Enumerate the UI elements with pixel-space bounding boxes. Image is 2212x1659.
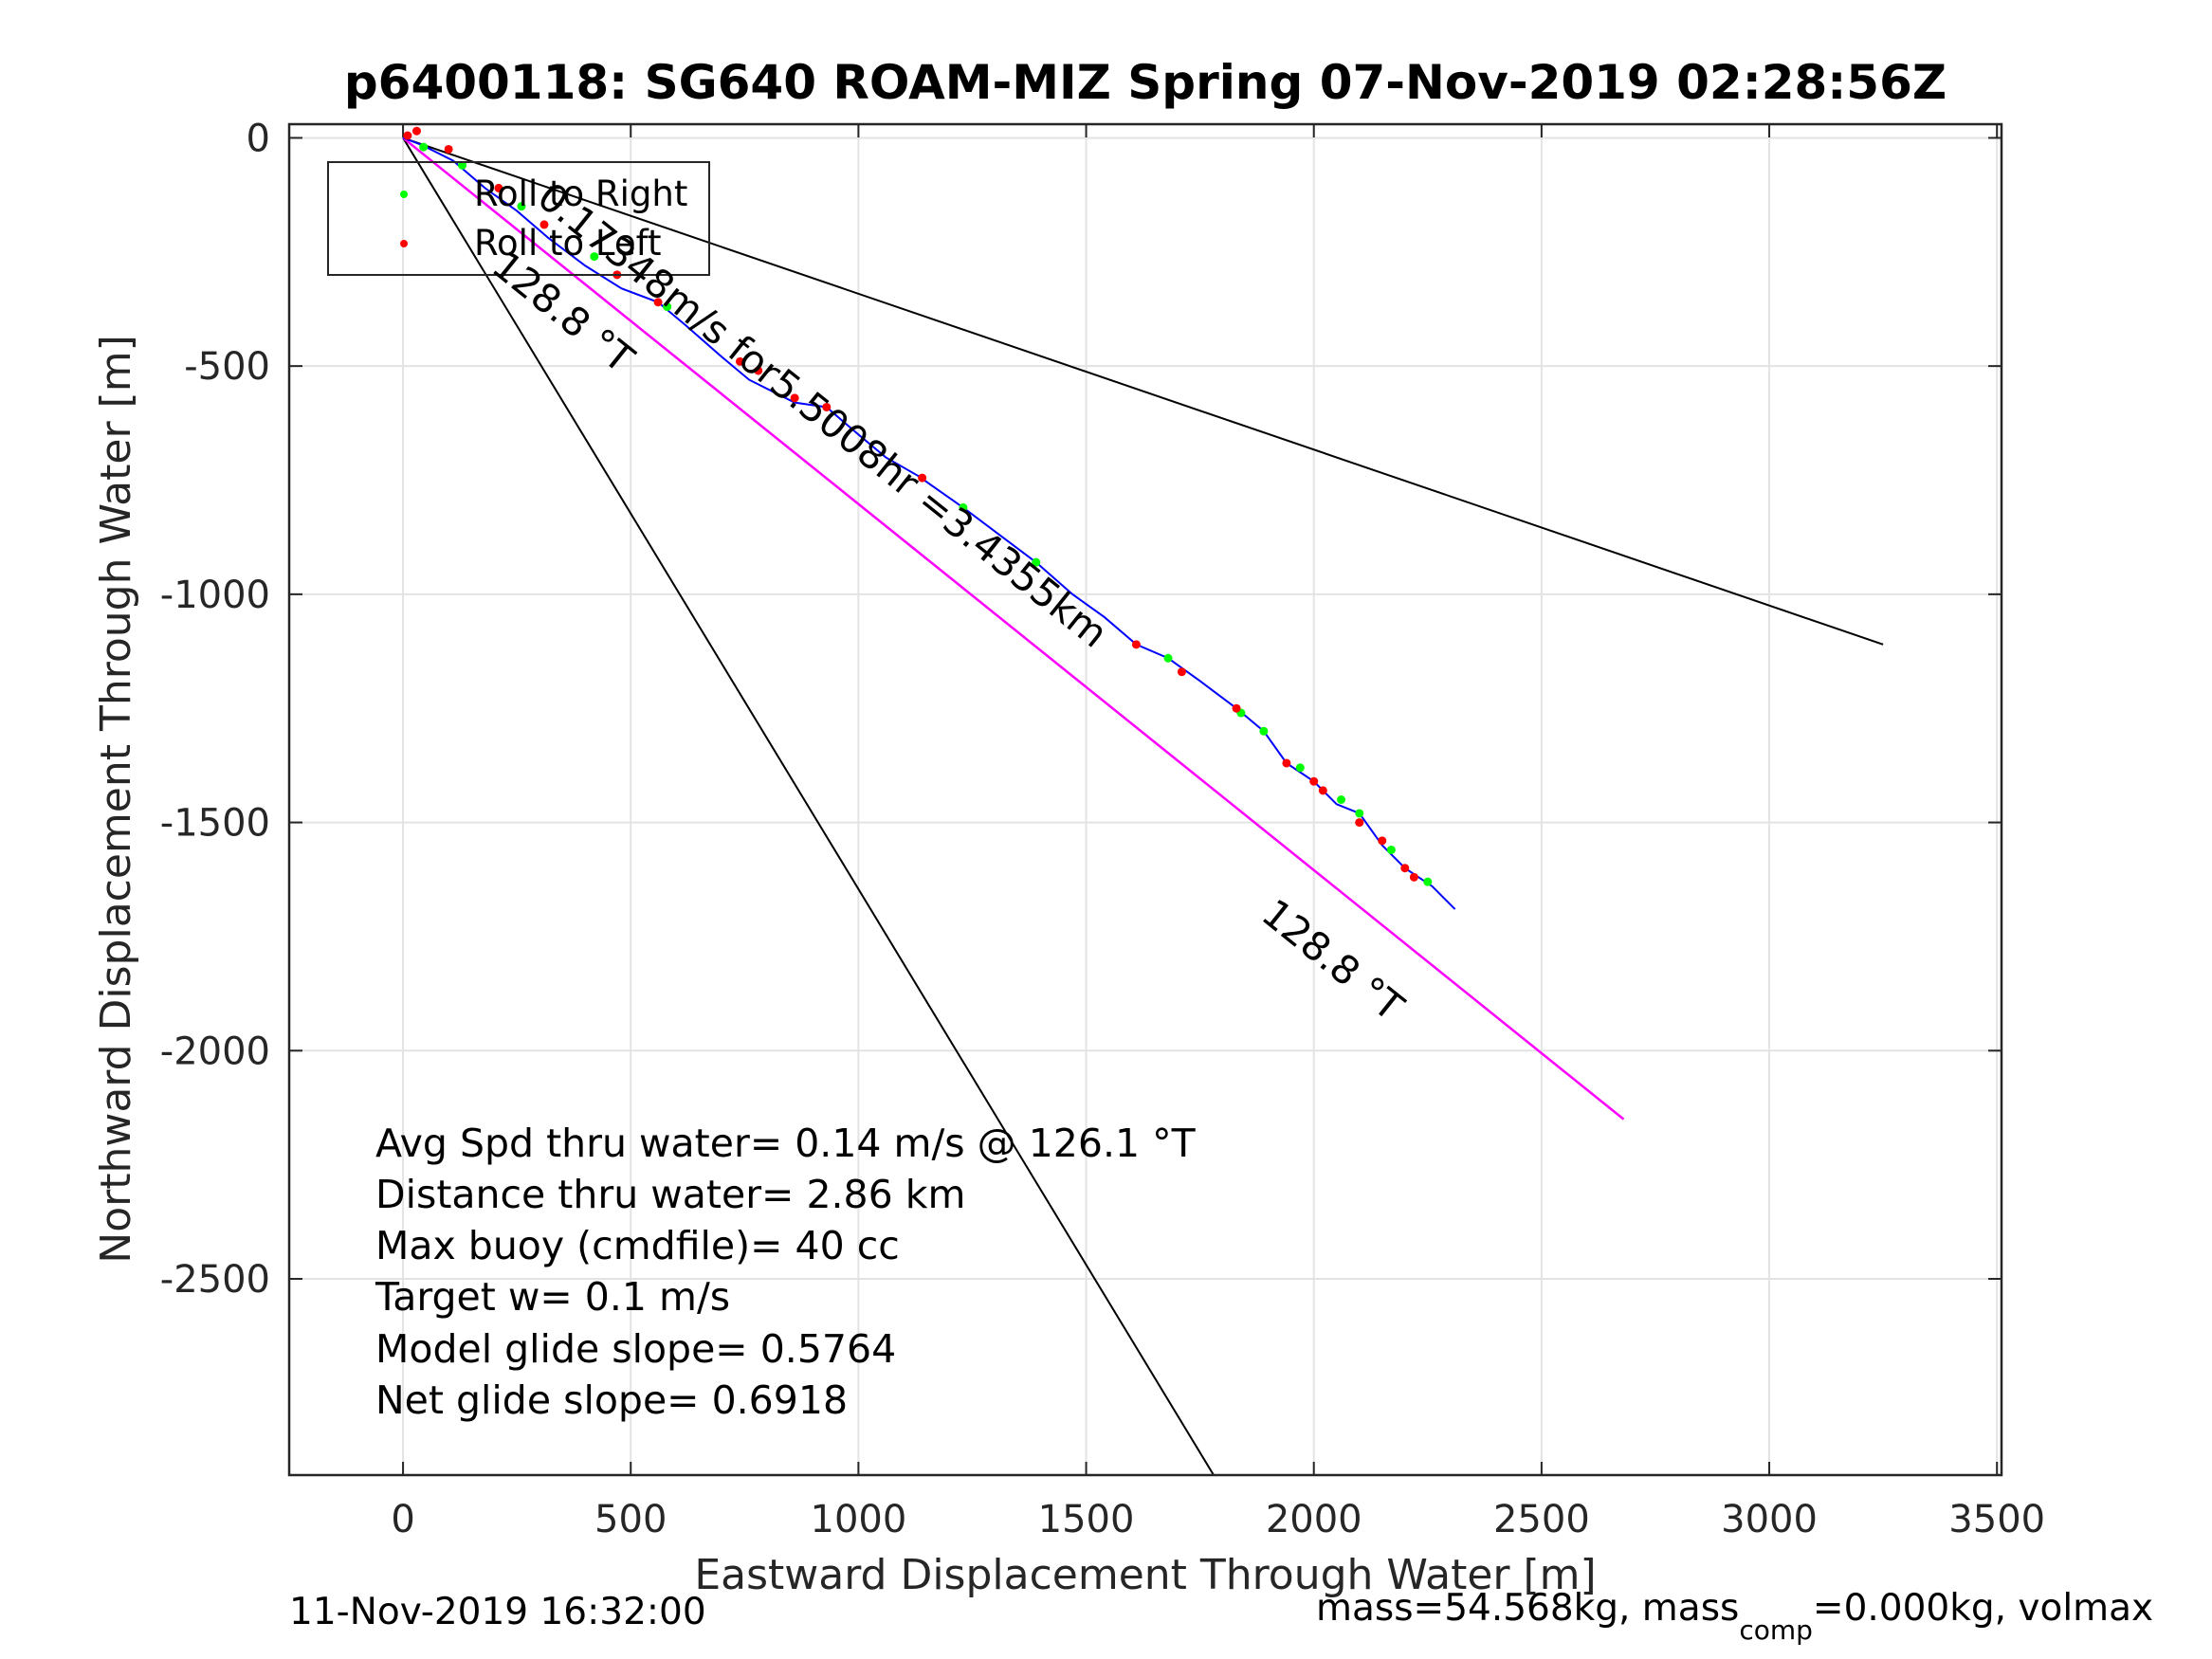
axis-ticks: 0 500 1000 1500 2000 2500 3000 3500 0 -500 -1000 -1… — [160, 117, 2045, 1541]
stats-line: Max buoy (cmdfile)= 40 cc — [375, 1223, 900, 1268]
stats-line: Model glide slope= 0.5764 — [375, 1326, 896, 1372]
roll-left-point — [822, 402, 832, 411]
x-tick-label: 500 — [594, 1498, 667, 1541]
roll-left-point — [1409, 872, 1418, 882]
roll-right-point — [1386, 845, 1396, 854]
x-axis-label: Eastward Displacement Through Water [m] — [694, 1551, 1596, 1599]
footer-mass-prefix: mass=54.568kg, mass — [1316, 1587, 1739, 1630]
y-tick-label: -2500 — [160, 1258, 270, 1302]
stats-line: Target w= 0.1 m/s — [375, 1274, 730, 1320]
roll-left-point — [1400, 864, 1410, 873]
roll-left-point — [1378, 836, 1387, 846]
line-annotation: 0.17348m/s for5.5008hr =3.4355km — [529, 173, 1116, 656]
roll-right-point — [1163, 653, 1173, 663]
roll-right-point — [419, 142, 429, 152]
line-annotation: 128.8 °T — [1253, 890, 1413, 1030]
roll-left-point — [1177, 667, 1186, 677]
legend-label-left: Roll to Left — [474, 223, 662, 264]
legend-marker-left — [400, 240, 408, 247]
stats-line: Net glide slope= 0.6918 — [375, 1377, 848, 1423]
x-tick-label: 2500 — [1493, 1498, 1590, 1541]
chart-title: p6400118: SG640 ROAM-MIZ Spring 07-Nov-2… — [344, 55, 1947, 110]
y-tick-label: 0 — [247, 117, 270, 160]
legend-label-right: Roll to Right — [474, 173, 687, 214]
roll-left-point — [494, 183, 503, 192]
roll-right-point — [1355, 809, 1364, 818]
x-tick-label: 1500 — [1038, 1498, 1135, 1541]
roll-left-point — [1282, 758, 1291, 768]
roll-left-point — [1131, 640, 1141, 649]
footer-mass: mass=54.568kg, masscomp=0.000kg, volmax — [1316, 1587, 2153, 1646]
roll-left-point — [1232, 703, 1241, 713]
plot-frame — [287, 122, 2003, 1477]
legend-box — [327, 161, 710, 276]
grid — [289, 124, 2002, 1475]
legend-marker-right — [400, 191, 408, 198]
reference-line — [402, 137, 1215, 1476]
legend: Roll to Right Roll to Left — [327, 161, 710, 276]
x-tick-label: 3000 — [1721, 1498, 1818, 1541]
roll-right-point — [590, 252, 599, 262]
x-tick-label: 1000 — [811, 1498, 907, 1541]
x-tick-label: 2000 — [1266, 1498, 1362, 1541]
roll-left-point — [736, 356, 745, 366]
y-tick-label: -1000 — [160, 574, 270, 617]
roll-right-point — [1295, 763, 1305, 773]
roll-left-point — [1309, 776, 1319, 786]
roll-left-point — [754, 366, 763, 375]
heading-line — [402, 137, 1625, 1121]
y-axis-label: Northward Displacement Through Water [m] — [92, 335, 140, 1263]
roll-right-point — [959, 502, 968, 512]
x-tick-label: 3500 — [1948, 1498, 2045, 1541]
stats-line: Avg Spd thru water= 0.14 m/s @ 126.1 °T — [375, 1121, 1197, 1166]
roll-left-point — [539, 220, 549, 229]
roll-right-point — [1259, 726, 1269, 736]
annotations: 0.17348m/s for5.5008hr =3.4355km 128.8 °T… — [484, 173, 1413, 1030]
footer-mass-sub: comp — [1739, 1614, 1813, 1646]
roll-left-point — [653, 298, 663, 307]
roll-right-point — [1423, 877, 1433, 886]
roll-right-point — [1337, 795, 1346, 804]
roll-left-point — [444, 144, 453, 154]
footer-timestamp: 11-Nov-2019 16:32:00 — [289, 1591, 706, 1633]
reference-lines — [402, 137, 1884, 1476]
roll-right-point — [458, 160, 467, 170]
reference-line — [402, 137, 1884, 646]
roll-left-point — [918, 473, 927, 483]
roll-left-point — [790, 393, 799, 403]
roll-right-point — [1032, 557, 1041, 567]
roll-left-point — [1318, 786, 1327, 795]
y-tick-label: -2000 — [160, 1030, 270, 1073]
roll-left-point — [1355, 818, 1364, 828]
roll-points — [403, 126, 1433, 886]
y-tick-label: -500 — [184, 345, 270, 389]
roll-right-point — [517, 202, 526, 211]
stats-block: Avg Spd thru water= 0.14 m/s @ 126.1 °T … — [375, 1121, 1197, 1423]
roll-left-point — [411, 126, 421, 136]
y-tick-label: -1500 — [160, 802, 270, 846]
roll-left-point — [403, 131, 412, 140]
roll-right-point — [663, 302, 672, 312]
footer-mass-suffix: =0.000kg, volmax — [1813, 1587, 2153, 1630]
track-line — [402, 137, 1456, 910]
track — [402, 137, 1456, 910]
x-tick-label: 0 — [391, 1498, 414, 1541]
stats-line: Distance thru water= 2.86 km — [375, 1172, 965, 1217]
